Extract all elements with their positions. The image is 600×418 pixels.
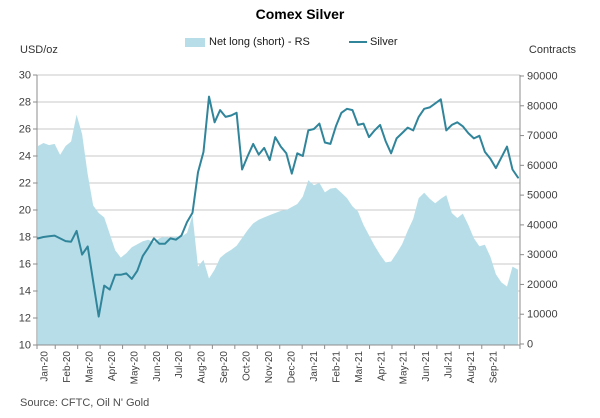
- left-axis-tick-label: 28: [19, 97, 31, 109]
- legend-item-silver: Silver: [349, 36, 398, 48]
- x-axis-month-label: Sep-20: [219, 351, 230, 384]
- x-axis-month-label: Dec-20: [286, 351, 297, 384]
- left-axis-tick-label: 12: [19, 313, 31, 325]
- x-axis-month-label: Apr-21: [376, 351, 387, 381]
- left-axis-tick-label: 18: [19, 232, 31, 244]
- x-axis-month-label: Mar-20: [84, 351, 95, 383]
- source-note: Source: CFTC, Oil N' Gold: [20, 397, 150, 409]
- x-axis-month-label: Jun-21: [421, 351, 432, 382]
- x-axis-month-label: Jul-21: [444, 351, 455, 379]
- legend-label-net-long: Net long (short) - RS: [209, 36, 310, 48]
- left-axis-unit-label: USD/oz: [20, 44, 58, 56]
- x-axis-month-label: Sep-21: [489, 351, 500, 384]
- x-axis-month-label: May-20: [129, 351, 140, 385]
- left-axis-tick-label: 20: [19, 205, 31, 217]
- x-axis-month-label: Feb-20: [62, 351, 73, 383]
- area-swatch-icon: [185, 37, 205, 47]
- x-axis-month-label: Jul-20: [174, 351, 185, 379]
- line-swatch-icon: [349, 41, 367, 43]
- right-axis-tick-label: 0: [527, 339, 533, 351]
- right-axis-tick-label: 10000: [527, 309, 558, 321]
- x-axis-month-label: Apr-20: [107, 351, 118, 381]
- right-axis-tick-label: 60000: [527, 160, 558, 172]
- left-axis-tick-label: 16: [19, 259, 31, 271]
- x-axis-month-label: Jan-21: [309, 351, 320, 382]
- left-axis-tick-label: 24: [19, 151, 31, 163]
- right-axis-unit-label: Contracts: [528, 44, 576, 56]
- left-axis-tick-label: 26: [19, 124, 31, 136]
- x-axis-month-label: Oct-20: [242, 351, 253, 381]
- legend-label-silver: Silver: [370, 36, 398, 48]
- x-axis-month-label: May-21: [399, 351, 410, 385]
- chart-title: Comex Silver: [255, 6, 345, 22]
- right-axis-tick-label: 80000: [527, 100, 558, 112]
- x-axis-month-label: Feb-21: [331, 351, 342, 383]
- x-axis-month-label: Mar-21: [354, 351, 365, 383]
- right-axis-tick-label: 30000: [527, 249, 558, 261]
- x-axis-month-label: Aug-21: [466, 351, 477, 384]
- x-axis-month-label: Jan-20: [40, 351, 51, 382]
- left-axis-tick-label: 22: [19, 178, 31, 190]
- line-series-silver: [37, 95, 519, 318]
- right-axis-tick-label: 70000: [527, 130, 558, 142]
- left-axis-tick-label: 30: [19, 70, 31, 82]
- right-axis-tick-label: 50000: [527, 190, 558, 202]
- right-axis-tick-label: 20000: [527, 279, 558, 291]
- x-axis-month-label: Aug-20: [197, 351, 208, 384]
- legend-item-net-long: Net long (short) - RS: [185, 36, 310, 48]
- x-axis-month-label: Nov-20: [264, 351, 275, 384]
- right-axis-tick-label: 90000: [527, 71, 558, 83]
- right-axis-tick-label: 40000: [527, 219, 558, 231]
- left-axis-tick-label: 10: [19, 340, 31, 352]
- x-axis-month-label: Jun-20: [152, 351, 163, 382]
- area-series-net-long: [38, 114, 518, 345]
- left-axis-tick-label: 14: [19, 286, 31, 298]
